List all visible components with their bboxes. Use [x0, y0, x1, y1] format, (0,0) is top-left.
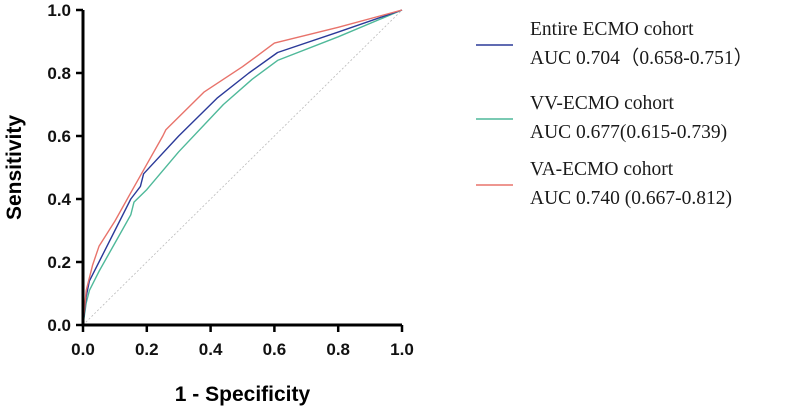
legend-label-entire: Entire ECMO cohort: [530, 19, 694, 40]
x-tick-label: 0.0: [71, 340, 95, 359]
y-axis-ticks: 0.0 0.2 0.4 0.6 0.8 1.0: [47, 1, 83, 335]
x-tick-label: 0.8: [326, 340, 350, 359]
y-tick-label: 0.6: [47, 127, 71, 146]
x-tick-label: 1.0: [390, 340, 414, 359]
y-tick-label: 0.2: [47, 253, 71, 272]
y-tick-label: 0.4: [47, 190, 71, 209]
y-tick-label: 0.8: [47, 64, 71, 83]
y-axis-title: Sensitivity: [3, 115, 26, 220]
legend-label-vv: VV-ECMO cohort: [530, 93, 674, 114]
roc-line-vv: [82, 9, 403, 326]
chance-reference-line: [82, 9, 403, 326]
y-tick-label: 1.0: [47, 1, 71, 20]
series-lines: [82, 9, 403, 326]
legend-label-va: VA-ECMO cohort: [530, 159, 674, 180]
x-tick-label: 0.4: [199, 340, 223, 359]
x-tick-label: 0.2: [135, 340, 159, 359]
legend-auc-va: AUC 0.740 (0.667-0.812): [530, 188, 732, 209]
legend: Entire ECMO cohort AUC 0.704（0.658-0.751…: [476, 19, 753, 209]
plot-area: 0.0 0.2 0.4 0.6 0.8 1.0 0.0 0.2 0.4 0.6 0.8 1.0: [47, 1, 413, 359]
roc-line-entire: [82, 9, 403, 326]
legend-auc-vv: AUC 0.677(0.615-0.739): [530, 122, 727, 143]
legend-auc-entire: AUC 0.704（0.658-0.751）: [530, 47, 753, 69]
x-axis-title: 1 - Specificity: [175, 383, 311, 406]
x-axis-ticks: 0.0 0.2 0.4 0.6 0.8 1.0: [71, 325, 414, 359]
roc-line-va: [82, 9, 403, 326]
x-tick-label: 0.6: [263, 340, 287, 359]
y-tick-label: 0.0: [47, 316, 71, 335]
